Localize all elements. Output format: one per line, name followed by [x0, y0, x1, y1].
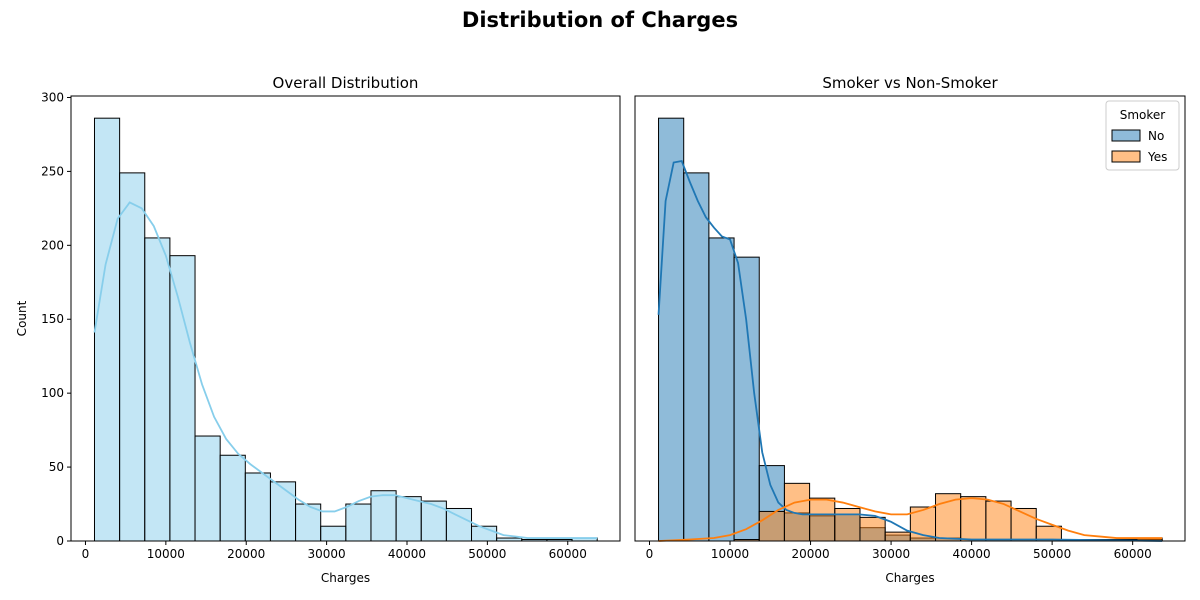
overall-bar [370, 490, 397, 542]
series-no-bar [708, 237, 735, 542]
overall-bar [420, 500, 447, 542]
overall-bar [295, 503, 322, 542]
legend-swatch-yes [1111, 150, 1141, 163]
overall-bar [219, 454, 246, 542]
overall-bar [395, 496, 422, 542]
series-no-bars [658, 117, 1163, 542]
series-yes-bar [859, 516, 886, 542]
overall-bar [320, 525, 347, 542]
y-tick-label: 150 [41, 312, 64, 326]
legend-label-no: No [1148, 129, 1164, 143]
legend-label-yes: Yes [1147, 150, 1167, 164]
overall-bar [244, 472, 271, 542]
y-axis-label: Count [15, 300, 29, 336]
y-tick-label: 300 [41, 90, 64, 104]
series-yes-bar [985, 500, 1012, 542]
overall-bars [93, 117, 598, 542]
series-yes-bars [733, 482, 1163, 542]
series-yes-bar [758, 510, 785, 542]
x-tick-label: 30000 [872, 547, 910, 561]
axes-frame [70, 95, 621, 542]
x-tick-label: 60000 [549, 547, 587, 561]
x-axis-label: Charges [321, 571, 370, 585]
plot-overall-distribution: 0 10000 20000 30000 40000 50000 60000 0 50 100 150… [15, 74, 621, 585]
x-tick-label: 0 [82, 547, 90, 561]
overall-kde-line [93, 201, 598, 539]
legend-swatch-no [1111, 129, 1141, 142]
series-yes-bar [809, 497, 836, 542]
x-tick-label: 20000 [791, 547, 829, 561]
legend-title: Smoker [1120, 108, 1166, 122]
kde-line-no [657, 160, 1163, 542]
overall-bar [194, 435, 221, 542]
x-tick-label: 50000 [468, 547, 506, 561]
overall-bar [169, 255, 196, 542]
x-tick-label: 50000 [1033, 547, 1071, 561]
series-yes-bar [884, 531, 911, 542]
x-tick-label: 10000 [147, 547, 185, 561]
x-tick-label: 20000 [227, 547, 265, 561]
overall-bar [144, 237, 171, 542]
plot-smoker-vs-non-smoker: 0 10000 20000 30000 40000 50000 60000 Charges Sm… [634, 74, 1186, 585]
series-yes-bar [783, 482, 811, 542]
y-tick-label: 50 [49, 460, 64, 474]
y-tick-label: 250 [41, 164, 64, 178]
y-tick-label: 200 [41, 238, 64, 252]
x-tick-label: 60000 [1114, 547, 1152, 561]
overall-bar [345, 503, 372, 542]
overall-bar [93, 117, 121, 542]
subplot-title: Smoker vs Non-Smoker [822, 74, 998, 92]
y-tick-label: 0 [56, 534, 64, 548]
x-tick-label: 40000 [388, 547, 426, 561]
x-tick-label: 0 [646, 547, 654, 561]
series-yes-bar [960, 496, 987, 542]
overall-bar [269, 481, 297, 542]
axes-frame [634, 95, 1186, 542]
series-no-bar [658, 117, 685, 542]
x-tick-label: 30000 [308, 547, 346, 561]
series-no-bar [683, 172, 710, 542]
overall-bar [119, 172, 146, 542]
subplot-title: Overall Distribution [273, 74, 419, 92]
x-axis-label: Charges [885, 571, 934, 585]
overall-bar [445, 507, 473, 542]
x-tick-label: 10000 [711, 547, 749, 561]
y-tick-label: 100 [41, 386, 64, 400]
kde-line-yes [658, 497, 1163, 542]
series-yes-bar [834, 507, 861, 542]
x-tick-label: 40000 [953, 547, 991, 561]
figure-title: Distribution of Charges [461, 8, 739, 32]
legend: Smoker No Yes [1105, 100, 1180, 171]
